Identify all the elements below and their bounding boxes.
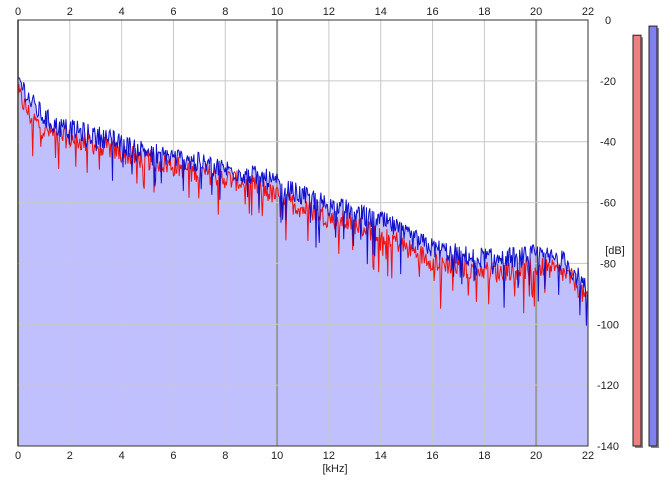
series-line-2 bbox=[17, 76, 589, 326]
x-tick-label-bottom: 6 bbox=[170, 450, 176, 462]
x-tick-label-top: 2 bbox=[67, 6, 73, 18]
x-tick-label-bottom: 2 bbox=[67, 450, 73, 462]
y-tick-label: -40 bbox=[600, 137, 616, 149]
series-lines bbox=[17, 76, 589, 326]
plot-frame bbox=[17, 19, 589, 447]
y-tick-label: -60 bbox=[600, 198, 616, 210]
tick-labels: 002244668810101212141416161818202022220-… bbox=[15, 6, 619, 462]
x-tick-label-top: 12 bbox=[323, 6, 335, 18]
x-tick-label-bottom: 12 bbox=[323, 450, 335, 462]
x-tick-label-top: 6 bbox=[170, 6, 176, 18]
y-tick-label: -20 bbox=[600, 76, 616, 88]
y-tick-label: -140 bbox=[597, 441, 619, 453]
y-tick-label: -80 bbox=[600, 258, 616, 270]
x-tick-label-top: 0 bbox=[15, 6, 21, 18]
x-tick-label-top: 14 bbox=[375, 6, 387, 18]
x-tick-label-top: 8 bbox=[222, 6, 228, 18]
x-tick-label-bottom: 20 bbox=[530, 450, 542, 462]
x-tick-label-bottom: 22 bbox=[582, 450, 594, 462]
x-tick-label-bottom: 4 bbox=[119, 450, 125, 462]
level-meters bbox=[632, 25, 659, 448]
x-tick-label-bottom: 8 bbox=[222, 450, 228, 462]
y-tick-label: 0 bbox=[605, 15, 611, 27]
x-tick-label-top: 4 bbox=[119, 6, 125, 18]
x-tick-label-bottom: 0 bbox=[15, 450, 21, 462]
x-tick-label-top: 16 bbox=[426, 6, 438, 18]
x-tick-label-top: 18 bbox=[478, 6, 490, 18]
x-tick-label-bottom: 16 bbox=[426, 450, 438, 462]
x-tick-label-bottom: 14 bbox=[375, 450, 387, 462]
x-tick-label-bottom: 18 bbox=[478, 450, 490, 462]
x-tick-label-top: 20 bbox=[530, 6, 542, 18]
level-meter-2 bbox=[648, 25, 658, 447]
x-tick-label-top: 22 bbox=[582, 6, 594, 18]
x-tick-label-top: 10 bbox=[271, 6, 283, 18]
x-tick-label-bottom: 10 bbox=[271, 450, 283, 462]
y-axis-unit: [dB] bbox=[605, 245, 625, 257]
y-tick-label: -100 bbox=[597, 319, 619, 331]
y-tick-label: -120 bbox=[597, 380, 619, 392]
level-meter-1 bbox=[632, 34, 642, 447]
x-axis-unit: [kHz] bbox=[322, 463, 347, 475]
